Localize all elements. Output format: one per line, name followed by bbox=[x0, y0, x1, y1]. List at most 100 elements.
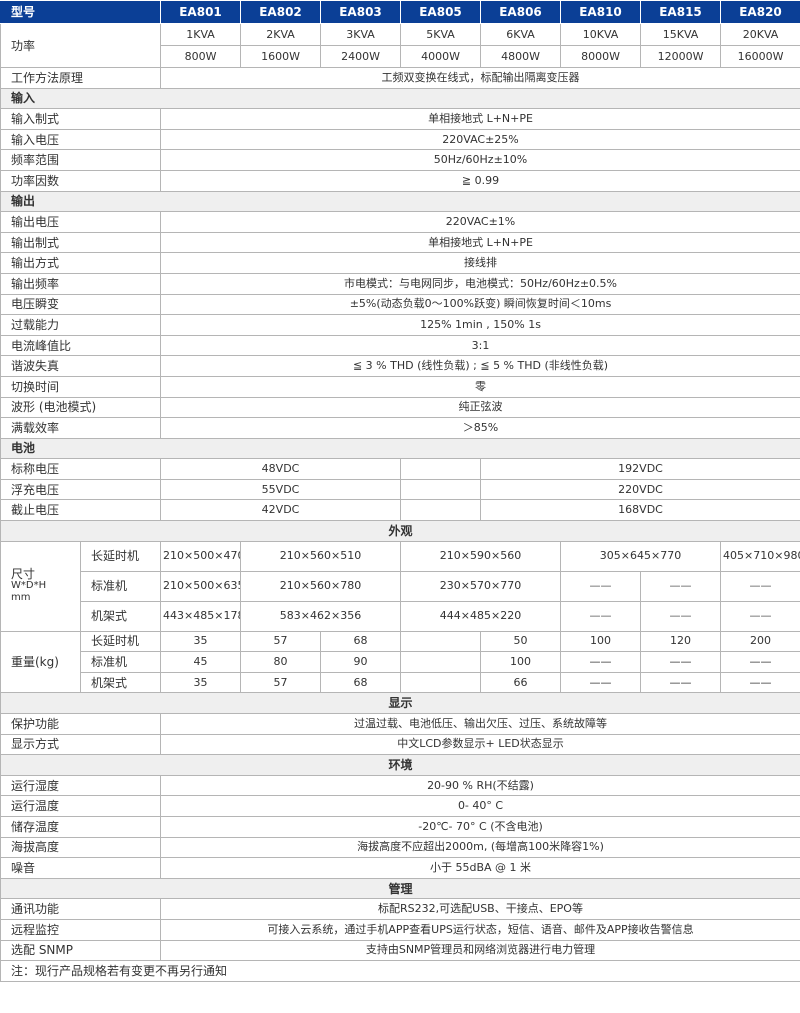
row-label: 输出频率 bbox=[0, 272, 162, 295]
size-row: 尺寸 W*D*H mm 长延时机 210×500×470 210×560×510 210×5… bbox=[0, 540, 800, 632]
row-label: 噪音 bbox=[0, 857, 162, 879]
size-value: —— bbox=[720, 600, 800, 632]
row-label: 储存温度 bbox=[0, 816, 162, 838]
row-label: 过载能力 bbox=[0, 314, 162, 336]
size-value: —— bbox=[640, 600, 722, 632]
model-header-label: 型号 bbox=[0, 0, 162, 24]
power-watts: 12000W bbox=[640, 45, 722, 68]
sub-label: 机架式 bbox=[79, 600, 162, 632]
section-title: 输出 bbox=[0, 190, 800, 213]
section-header: 外观 bbox=[0, 520, 800, 542]
section-title: 电池 bbox=[0, 437, 800, 460]
spec-row: 切换时间零 bbox=[0, 375, 800, 398]
power-kva: 20KVA bbox=[720, 23, 800, 46]
row-value: 0- 40° C bbox=[160, 795, 800, 817]
row-label: 功率 bbox=[0, 23, 162, 68]
size-value: 210×560×780 bbox=[240, 570, 402, 602]
spec-row: 选配 SNMP 支持由SNMP管理员和网络浏览器进行电力管理 bbox=[0, 939, 800, 962]
weight-value: 68 bbox=[320, 671, 402, 694]
row-value: 3:1 bbox=[160, 334, 800, 357]
weight-row: 标准机 45 80 90 100 —— —— —— bbox=[1, 651, 800, 673]
section-header: 输出 bbox=[0, 190, 800, 213]
weight-value: 80 bbox=[240, 651, 322, 673]
row-value: 市电模式：与电网同步，电池模式：50Hz/60Hz±0.5% bbox=[160, 272, 800, 295]
spec-row: 输出电压 220VAC±1% bbox=[0, 211, 800, 233]
weight-row: 重量(kg) 长延时机 35 57 68 50 100 120 200 bbox=[0, 630, 800, 694]
section-header: 环境 bbox=[0, 754, 800, 776]
spec-row: 显示方式 中文LCD参数显示+ LED状态显示 bbox=[0, 733, 800, 756]
section-title: 输入 bbox=[0, 87, 800, 110]
row-label: 浮充电压 bbox=[0, 478, 162, 501]
weight-value: —— bbox=[640, 651, 722, 673]
section-header: 显示 bbox=[0, 692, 800, 715]
model-name: EA820 bbox=[720, 0, 800, 24]
row-label: 切换时间 bbox=[0, 375, 162, 398]
row-value: 220VAC±1% bbox=[160, 211, 800, 233]
weight-value: 66 bbox=[480, 671, 562, 694]
model-name: EA802 bbox=[240, 0, 322, 24]
row-value: 单相接地式 L+N+PE bbox=[160, 108, 800, 130]
weight-value: 35 bbox=[160, 630, 242, 653]
spec-row: 通讯功能 标配RS232,可选配USB、干接点、EPO等 bbox=[0, 898, 800, 920]
size-value: 405×710×980 bbox=[720, 540, 800, 572]
power-watts: 1600W bbox=[240, 45, 322, 68]
weight-value: —— bbox=[640, 671, 722, 694]
size-label: 尺寸 W*D*H mm bbox=[0, 540, 81, 632]
battery-value-low: 42VDC bbox=[160, 499, 402, 522]
power-kva: 1KVA bbox=[160, 23, 242, 46]
section-header: 输入 bbox=[0, 87, 800, 110]
weight-value: —— bbox=[560, 671, 642, 694]
model-name: EA806 bbox=[480, 0, 562, 24]
model-name: EA805 bbox=[400, 0, 482, 24]
row-value: 50Hz/60Hz±10% bbox=[160, 149, 800, 171]
weight-value: 100 bbox=[480, 651, 562, 673]
row-value: 小于 55dBA @ 1 米 bbox=[160, 857, 800, 879]
row-label: 运行湿度 bbox=[0, 774, 162, 797]
size-label: 尺寸 bbox=[11, 567, 36, 582]
weight-value: 90 bbox=[320, 651, 402, 673]
sub-label: 标准机 bbox=[79, 651, 162, 673]
row-label: 通讯功能 bbox=[0, 898, 162, 920]
weight-value: —— bbox=[720, 671, 800, 694]
row-label: 运行温度 bbox=[0, 795, 162, 817]
row-label: 输入制式 bbox=[0, 108, 162, 130]
row-value: 过温过载、电池低压、输出欠压、过压、系统故障等 bbox=[160, 713, 800, 735]
row-value: 220VAC±25% bbox=[160, 128, 800, 151]
power-watts: 4800W bbox=[480, 45, 562, 68]
power-watts: 8000W bbox=[560, 45, 642, 68]
size-value: 444×485×220 bbox=[400, 600, 562, 632]
row-value: 可接入云系统，通过手机APP查看UPS运行状态，短信、语音、邮件及APP接收告警… bbox=[160, 918, 800, 941]
row-label: 频率范围 bbox=[0, 149, 162, 171]
spec-row: 频率范围 50Hz/60Hz±10% bbox=[0, 149, 800, 171]
row-value: 接线排 bbox=[160, 252, 800, 274]
spec-row: 满载效率 ＞85% bbox=[0, 417, 800, 439]
size-value: 210×500×470 bbox=[160, 540, 242, 572]
spec-row: 输入制式 单相接地式 L+N+PE bbox=[0, 108, 800, 130]
size-value: —— bbox=[560, 600, 642, 632]
battery-value-high: 168VDC bbox=[480, 499, 800, 522]
size-value: 210×590×560 bbox=[400, 540, 562, 572]
power-kva: 15KVA bbox=[640, 23, 722, 46]
size-row: 标准机 210×500×635 210×560×780 230×570×770 —— ——… bbox=[1, 570, 800, 602]
row-label: 输出方式 bbox=[0, 252, 162, 274]
spec-row: 标称电压 48VDC 192VDC bbox=[0, 458, 800, 480]
row-value: 20-90 % RH(不结露) bbox=[160, 774, 800, 797]
weight-value: 68 bbox=[320, 630, 402, 653]
size-unit: mm bbox=[11, 592, 31, 604]
spec-row: 谐波失真 ≦ 3 % THD (线性负载) ; ≦ 5 % THD (非线性负载) bbox=[0, 355, 800, 377]
row-value: 支持由SNMP管理员和网络浏览器进行电力管理 bbox=[160, 939, 800, 962]
power-kva: 10KVA bbox=[560, 23, 642, 46]
row-value: 标配RS232,可选配USB、干接点、EPO等 bbox=[160, 898, 800, 920]
row-label: 工作方法原理 bbox=[0, 67, 162, 89]
power-kva: 3KVA bbox=[320, 23, 402, 46]
row-value: ≦ 3 % THD (线性负载) ; ≦ 5 % THD (非线性负载) bbox=[160, 355, 800, 377]
size-sub: W*D*H bbox=[11, 580, 47, 592]
empty-cell bbox=[400, 458, 482, 480]
section-title: 显示 bbox=[0, 692, 800, 715]
power-watts: 16000W bbox=[720, 45, 800, 68]
spec-row: 电压瞬变 ±5%(动态负载0～100%跃变) 瞬间恢复时间＜10ms bbox=[0, 293, 800, 316]
row-value: 海拔高度不应超出2000m, (每增高100米降容1%) bbox=[160, 836, 800, 859]
power-row: 800W 1600W 2400W 4000W 4800W 8000W 12000W 16000… bbox=[1, 45, 800, 68]
power-row: 功率 1KVA 2KVA 3KVA 5KVA 6KVA 10KVA 15KVA 20KVA bbox=[0, 23, 800, 68]
power-kva: 2KVA bbox=[240, 23, 322, 46]
